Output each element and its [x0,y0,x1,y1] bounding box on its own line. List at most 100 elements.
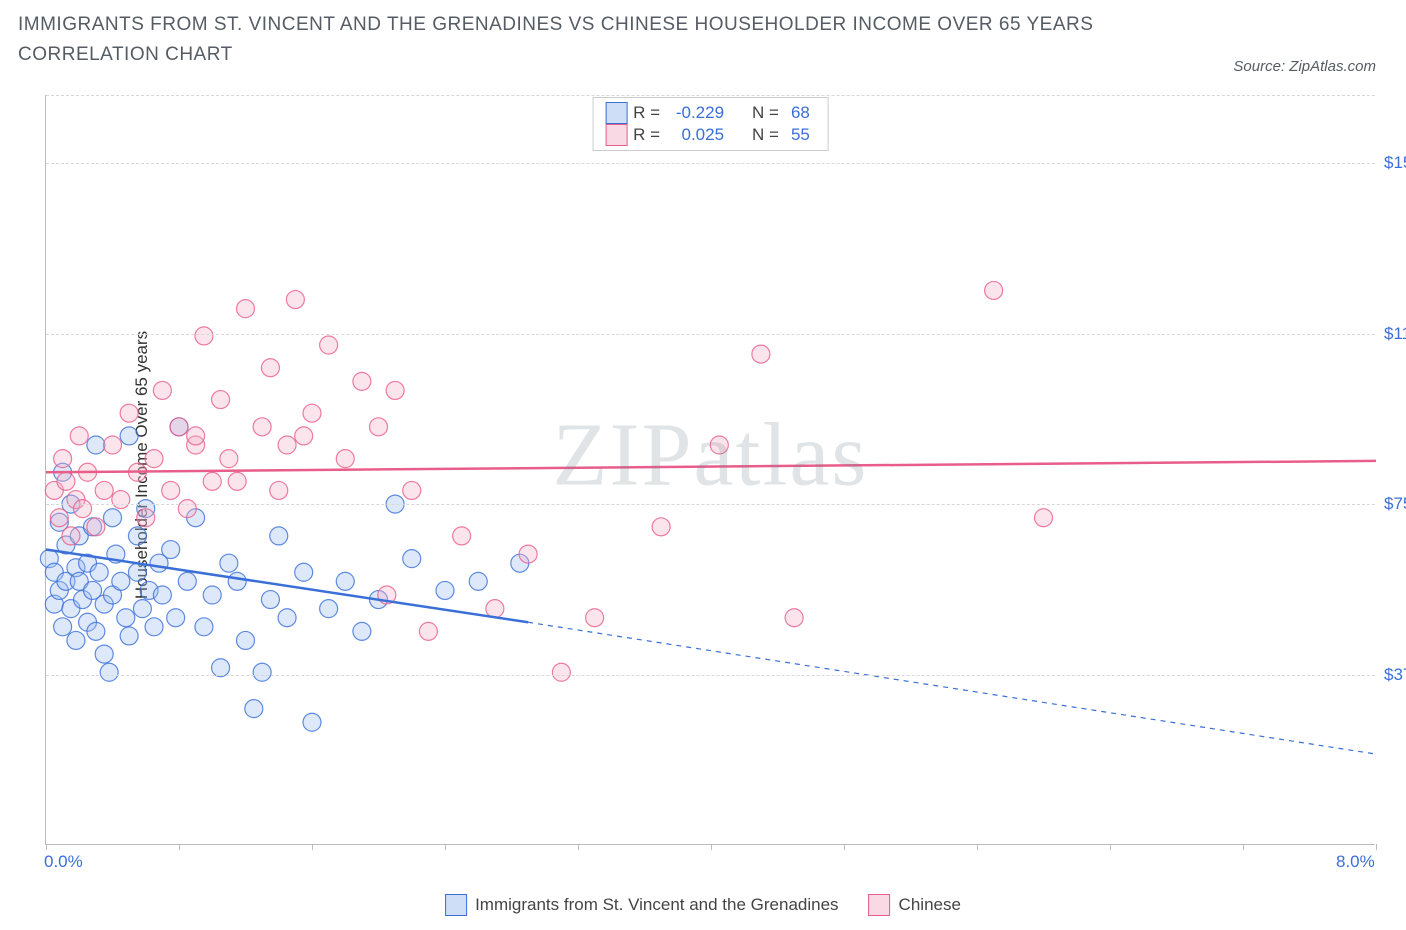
trend-line [46,461,1376,472]
scatter-point [710,436,728,454]
stats-legend-box: R =-0.229N =68R =0.025N =55 [592,97,829,151]
scatter-point [178,500,196,518]
legend-swatch [445,894,467,916]
scatter-point [270,481,288,499]
x-tick-mark [1110,844,1111,850]
scatter-point [336,572,354,590]
stat-r-label: R = [633,103,660,123]
gridline [46,334,1375,335]
scatter-point [137,509,155,527]
scatter-point [74,500,92,518]
x-tick-mark [844,844,845,850]
gridline [46,675,1375,676]
scatter-point [90,563,108,581]
scatter-point [403,481,421,499]
stat-r-value: -0.229 [666,103,730,123]
scatter-point [552,663,570,681]
scatter-point [62,527,80,545]
source-name: ZipAtlas.com [1289,58,1376,75]
scatter-point [128,563,146,581]
scatter-point [370,418,388,436]
scatter-point [95,645,113,663]
series-legend: Immigrants from St. Vincent and the Gren… [445,894,961,916]
scatter-point [120,627,138,645]
scatter-point [128,527,146,545]
gridline [46,504,1375,505]
scatter-point [486,600,504,618]
x-tick-mark [578,844,579,850]
scatter-point [228,572,246,590]
scatter-point [203,472,221,490]
scatter-point [153,586,171,604]
scatter-point [303,404,321,422]
scatter-point [50,509,68,527]
scatter-point [195,618,213,636]
x-tick-mark [179,844,180,850]
scatter-point [237,300,255,318]
scatter-point [295,427,313,445]
scatter-point [419,622,437,640]
scatter-point [253,663,271,681]
x-tick-mark [445,844,446,850]
scatter-point [752,345,770,363]
scatter-point [386,381,404,399]
scatter-point [87,518,105,536]
scatter-point [120,427,138,445]
stat-n-value: 68 [785,103,816,123]
scatter-point [100,663,118,681]
scatter-point [87,436,105,454]
gridline [46,95,1375,96]
legend-swatch [605,124,627,146]
scatter-point [133,600,151,618]
scatter-point [167,609,185,627]
stats-legend-row: R =-0.229N =68 [605,102,816,124]
scatter-point [237,631,255,649]
scatter-point [985,281,1003,299]
trend-line-extrapolated [528,622,1376,754]
y-tick-label: $150,000 [1376,153,1406,173]
scatter-point [278,609,296,627]
x-tick-mark [312,844,313,850]
scatter-point [469,572,487,590]
scatter-point [162,481,180,499]
scatter-point [54,450,72,468]
scatter-point [170,418,188,436]
scatter-point [586,609,604,627]
stat-r-label: R = [633,125,660,145]
legend-label: Chinese [899,895,961,915]
y-tick-label: $37,500 [1376,665,1406,685]
scatter-point [785,609,803,627]
x-tick-label: 8.0% [1336,852,1375,872]
scatter-point [261,359,279,377]
scatter-point [212,391,230,409]
stat-n-label: N = [752,125,779,145]
scatter-point [112,491,130,509]
scatter-point [270,527,288,545]
scatter-svg [46,95,1375,844]
legend-swatch [869,894,891,916]
scatter-point [220,554,238,572]
source-label: Source: [1233,58,1285,75]
scatter-point [353,372,371,390]
scatter-point [153,381,171,399]
scatter-point [162,541,180,559]
x-tick-mark [46,844,47,850]
stat-n-value: 55 [785,125,816,145]
legend-swatch [605,102,627,124]
scatter-point [245,700,263,718]
scatter-point [87,622,105,640]
scatter-point [286,291,304,309]
legend-label: Immigrants from St. Vincent and the Gren… [475,895,838,915]
x-tick-mark [1376,844,1377,850]
legend-item: Chinese [869,894,961,916]
scatter-point [320,336,338,354]
scatter-point [70,427,88,445]
scatter-point [353,622,371,640]
x-tick-mark [977,844,978,850]
scatter-point [67,631,85,649]
scatter-point [145,450,163,468]
scatter-point [453,527,471,545]
scatter-point [120,404,138,422]
x-tick-mark [711,844,712,850]
scatter-point [220,450,238,468]
